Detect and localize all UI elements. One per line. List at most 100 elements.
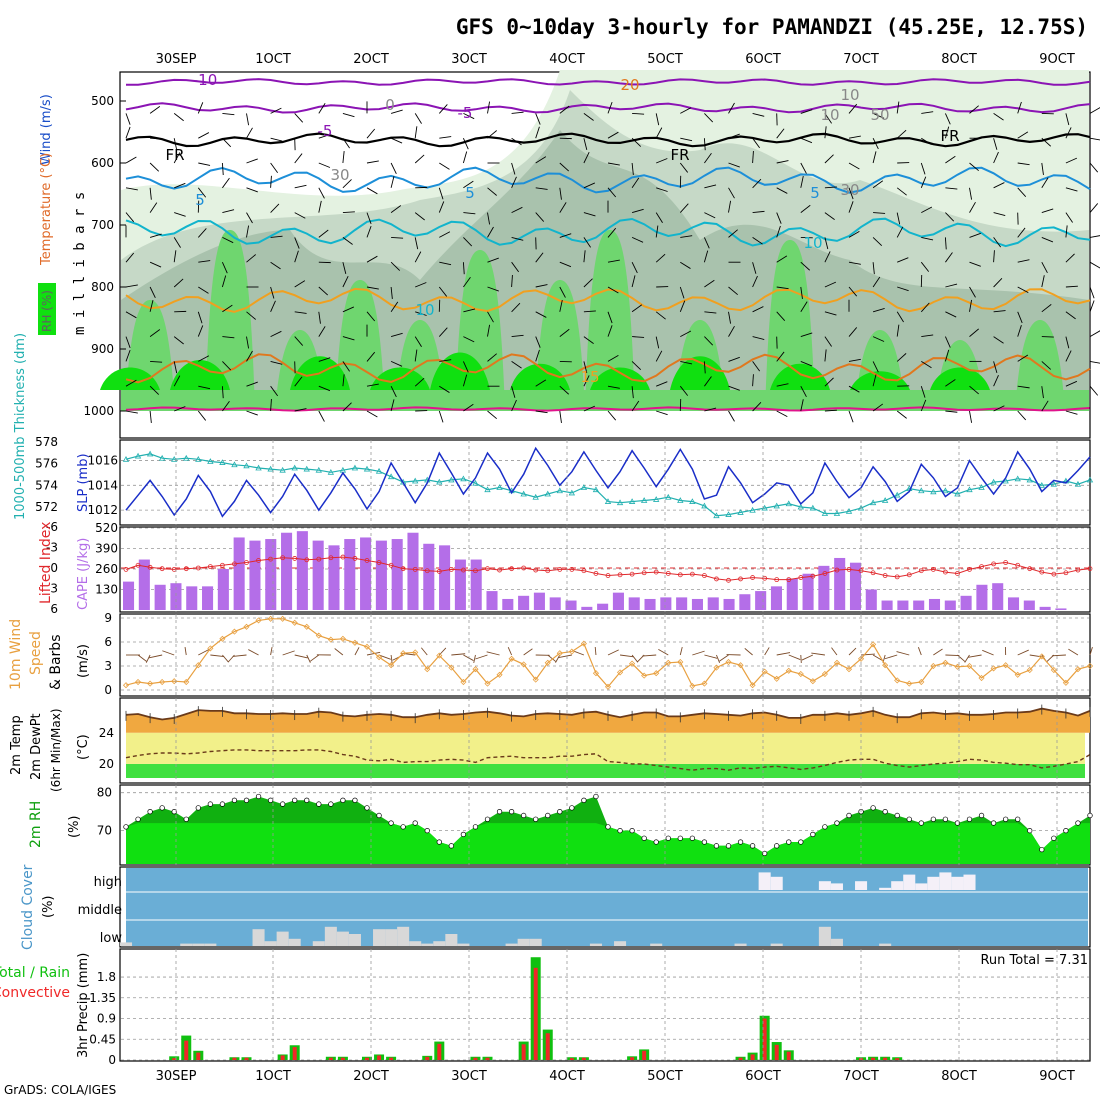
cape-bar	[1023, 600, 1035, 610]
wind10m-barb	[968, 654, 982, 658]
temp2m-fill	[125, 704, 1091, 778]
thickness-point	[195, 456, 202, 462]
wind10m-label-b: Speed	[28, 631, 44, 675]
upper-wind-barb	[824, 311, 837, 316]
upper-wind-barb	[993, 336, 1004, 344]
upper-wind-barb	[246, 410, 258, 416]
thickness-point	[628, 498, 636, 504]
lifted-index-point	[159, 566, 165, 572]
upper-wind-barb	[197, 102, 204, 114]
wind10m-barb	[1089, 646, 1093, 656]
thickness-point	[677, 497, 684, 503]
cape-bar	[581, 606, 593, 610]
precip-panel: 1.8 1.35 0.9 0.45 0 Run Total = 7.31 Total /…	[0, 948, 1091, 1067]
upper-wind-barb	[1065, 127, 1072, 139]
upper-wind-barb	[197, 311, 203, 324]
upper-wind-barb	[969, 162, 979, 172]
cape-bar	[170, 583, 182, 610]
upper-wind-barb	[800, 162, 807, 174]
cape-lifted-index-panel: -6 -3 0 3 6 520 390 260 130 Lifted Index CAPE (J…	[38, 520, 1093, 616]
bottom-date-tick: 9OCT	[1039, 1069, 1075, 1084]
wind10m-speed-point	[604, 683, 612, 690]
upper-wind-barb	[583, 361, 588, 374]
wind10m-speed-point	[882, 662, 889, 669]
upper-wind-barb	[1065, 380, 1078, 387]
rh2m-point	[533, 816, 539, 822]
upper-wind-barb	[631, 177, 640, 189]
upper-wind-barb	[390, 301, 399, 313]
upper-wind-barb	[800, 109, 813, 114]
upper-wind-barb	[776, 255, 788, 263]
thickness-point	[773, 502, 780, 509]
rh2m-point	[243, 797, 250, 803]
lifted-index-point	[629, 571, 635, 577]
slp-tick-label: 1014	[87, 478, 118, 492]
upper-wind-barb	[583, 278, 593, 288]
upper-wind-barb	[993, 237, 1002, 248]
upper-wind-barb	[511, 162, 516, 175]
upper-wind-barb	[897, 257, 909, 263]
rh2m-point	[894, 812, 900, 819]
upper-wind-barb	[246, 113, 250, 126]
lifted-index-point	[738, 576, 743, 582]
lifted-index-point	[677, 572, 683, 578]
rh2m-point	[388, 820, 394, 826]
lifted-index-point	[424, 568, 430, 574]
wind10m-speed-point	[1074, 666, 1082, 673]
wind10m-speed-point	[134, 678, 142, 686]
upper-wind-barb	[149, 105, 161, 114]
wind10m-speed-point	[870, 641, 877, 648]
upper-wind-barb	[1017, 325, 1022, 337]
wind10m-barb	[642, 654, 657, 657]
upper-wind-barb	[487, 286, 499, 292]
contour-label: -5	[458, 104, 473, 122]
upper-wind-barb	[583, 237, 591, 248]
upper-wind-barb	[896, 410, 907, 419]
precip-convective-bar	[521, 1044, 526, 1060]
cloud-high-bar	[758, 872, 771, 890]
upper-wind-barb	[125, 126, 131, 139]
thickness-tick-label: 574	[35, 478, 58, 492]
wind10m-barb	[392, 654, 404, 661]
thickness-point	[436, 478, 443, 485]
upper-wind-barb	[125, 379, 137, 387]
rh2m-point	[496, 809, 503, 815]
top-date-tick: 2OCT	[353, 52, 389, 67]
upper-wind-barb	[920, 261, 930, 272]
cape-bar	[865, 589, 877, 610]
wind10m-speed-point	[556, 650, 563, 657]
upper-wind-barb	[390, 286, 393, 299]
wind10m-barb	[933, 648, 943, 656]
upper-wind-barb	[607, 385, 620, 389]
upper-wind-barb	[390, 360, 403, 367]
cloud-low-bar	[180, 943, 193, 946]
rh2m-label: 2m RH	[28, 801, 44, 848]
credit-label: GrADS: COLA/IGES	[4, 1083, 116, 1097]
upper-wind-barb	[439, 385, 450, 393]
rh2m-point	[978, 812, 985, 819]
upper-wind-barb	[270, 398, 272, 412]
upper-wind-barb	[270, 235, 283, 238]
upper-wind-barb	[438, 187, 444, 200]
wind10m-tick-label: 3	[104, 659, 112, 673]
upper-wind-barb	[463, 277, 471, 288]
upper-wind-barb	[944, 336, 951, 348]
thickness-point	[857, 504, 865, 511]
upper-wind-barb	[776, 225, 781, 238]
rh2m-point	[834, 820, 840, 826]
upper-wind-barb	[366, 410, 378, 418]
precip-convective-bar	[172, 1058, 177, 1060]
upper-wind-barb	[559, 385, 570, 395]
rh2m-point	[1075, 820, 1081, 826]
wind10m-barb	[210, 654, 225, 657]
upper-wind-barb	[872, 151, 877, 164]
lifted-index-point	[509, 566, 515, 572]
cape-bar	[881, 600, 893, 610]
rh2m-point	[159, 805, 165, 811]
thickness-point	[869, 499, 877, 506]
top-date-axis: 30SEP 1OCT 2OCT 3OCT 4OCT 5OCT 6OCT 7OCT 8OCT 9OC…	[156, 52, 1075, 67]
wind10m-barb	[716, 654, 721, 663]
upper-wind-barb	[679, 286, 685, 299]
upper-wind-barb	[511, 399, 517, 412]
wind10m-speed-point	[580, 640, 587, 647]
